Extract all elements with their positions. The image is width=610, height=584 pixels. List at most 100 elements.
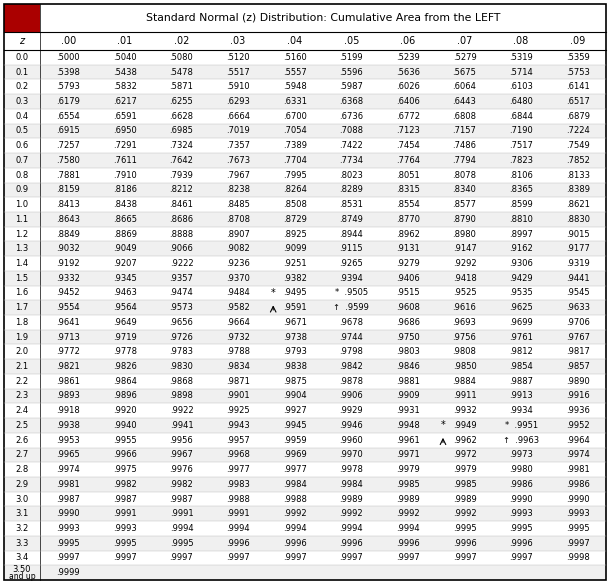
Text: .9918: .9918 [56,406,80,415]
Text: .9750: .9750 [396,332,420,342]
Text: .9693: .9693 [453,318,476,327]
Text: .9956: .9956 [170,436,193,444]
Text: .9177: .9177 [565,244,590,253]
Text: .6554: .6554 [56,112,80,121]
Text: .9812: .9812 [509,347,533,356]
Text: .9319: .9319 [566,259,590,268]
Text: .6879: .6879 [565,112,590,121]
Text: .9357: .9357 [170,274,193,283]
Text: .8599: .8599 [509,200,533,209]
Text: .9943: .9943 [226,421,250,430]
Text: .9898: .9898 [170,391,193,401]
Text: .9842: .9842 [339,362,363,371]
Text: .9973: .9973 [509,450,533,460]
Bar [4,315,606,330]
Bar [4,477,606,492]
Text: 2.6: 2.6 [15,436,29,444]
Text: Standard Normal (z) Distribution: Cumulative Area from the LEFT: Standard Normal (z) Distribution: Cumula… [146,13,500,23]
Text: .9463: .9463 [113,288,137,297]
Bar [4,447,606,462]
Text: .9686: .9686 [396,318,420,327]
Text: .9974: .9974 [566,450,590,460]
Text: .5040: .5040 [113,53,137,62]
Text: .8106: .8106 [509,171,533,180]
Text: .9997: .9997 [566,538,590,548]
Text: .9616: .9616 [453,303,476,312]
Text: .8186: .8186 [113,185,137,194]
Text: .7190: .7190 [509,127,533,135]
Bar [4,536,606,551]
Text: .9995: .9995 [453,524,476,533]
Text: .9591: .9591 [283,303,306,312]
Text: .7673: .7673 [226,156,250,165]
Text: .9997: .9997 [453,554,476,562]
Text: .9996: .9996 [226,538,250,548]
Text: .7422: .7422 [339,141,363,150]
Text: .9964: .9964 [566,436,590,444]
Text: .5714: .5714 [509,68,533,77]
Text: .9997: .9997 [509,554,533,562]
Text: .9633: .9633 [565,303,590,312]
Text: .9382: .9382 [283,274,307,283]
Text: .6985: .6985 [170,127,193,135]
Text: .9871: .9871 [226,377,250,386]
Text: .9699: .9699 [509,318,533,327]
Text: *  .9505: * .9505 [335,288,368,297]
Text: .9967: .9967 [170,450,193,460]
Text: 3.3: 3.3 [15,538,29,548]
Bar [4,286,606,300]
Text: .9968: .9968 [226,450,250,460]
Text: .7291: .7291 [113,141,137,150]
Bar [4,521,606,536]
Text: .7642: .7642 [170,156,193,165]
Text: .7881: .7881 [56,171,81,180]
Text: .9990: .9990 [509,495,533,503]
Text: .9911: .9911 [453,391,476,401]
Text: .8438: .8438 [113,200,137,209]
Text: .9893: .9893 [56,391,81,401]
Text: .9994: .9994 [226,524,250,533]
Text: .6808: .6808 [453,112,476,121]
Text: .9793: .9793 [283,347,307,356]
Text: .9995: .9995 [170,538,193,548]
Text: .9901: .9901 [226,391,250,401]
Text: .9990: .9990 [57,509,80,518]
Bar [4,4,40,32]
Text: .8051: .8051 [396,171,420,180]
Text: .9906: .9906 [339,391,363,401]
Text: .9515: .9515 [396,288,420,297]
Text: .8023: .8023 [339,171,363,180]
Bar [4,271,606,286]
Text: .9649: .9649 [113,318,137,327]
Text: .5871: .5871 [170,82,193,91]
Text: .5987: .5987 [339,82,363,91]
Text: 1.6: 1.6 [15,288,29,297]
Text: .9192: .9192 [57,259,80,268]
Text: .7549: .7549 [566,141,590,150]
Text: .9940: .9940 [113,421,137,430]
Bar [4,182,606,197]
Text: .9987: .9987 [113,495,137,503]
Text: .8665: .8665 [113,215,137,224]
Text: .9975: .9975 [113,465,137,474]
Text: .9857: .9857 [565,362,590,371]
Text: .08: .08 [514,36,529,46]
Bar [4,212,606,227]
Text: .8770: .8770 [396,215,420,224]
Text: .9207: .9207 [113,259,137,268]
Text: .9719: .9719 [113,332,137,342]
Text: .9990: .9990 [566,495,589,503]
Text: 0.7: 0.7 [15,156,29,165]
Text: .9993: .9993 [113,524,137,533]
Text: .9994: .9994 [170,524,193,533]
Text: .9738: .9738 [282,332,307,342]
Text: .9955: .9955 [113,436,137,444]
Text: .5910: .5910 [226,82,250,91]
Text: .8485: .8485 [226,200,250,209]
Text: .9726: .9726 [170,332,193,342]
Bar [4,79,606,94]
Text: .9997: .9997 [170,554,193,562]
Bar [4,94,606,109]
Text: .7088: .7088 [339,127,364,135]
Text: .8554: .8554 [396,200,420,209]
